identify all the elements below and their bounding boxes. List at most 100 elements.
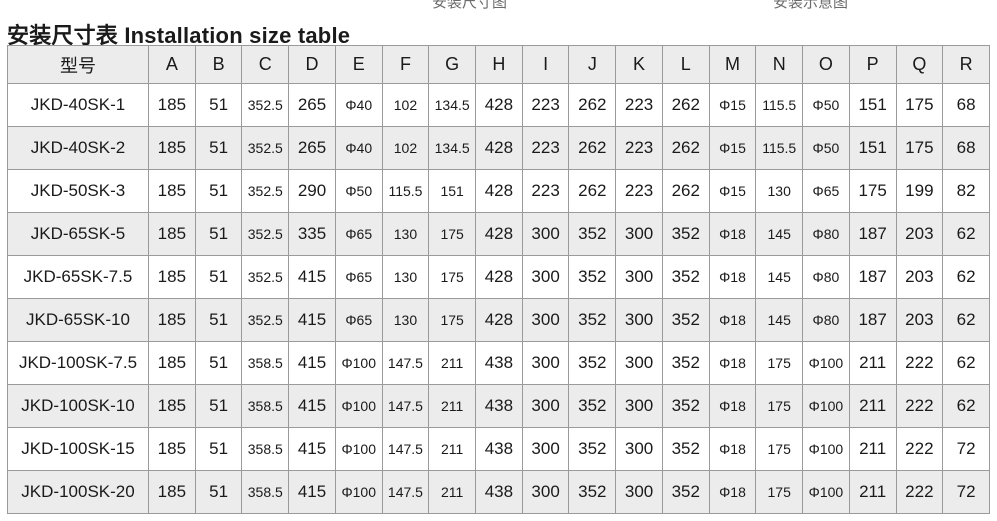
column-header-J: J bbox=[568, 45, 617, 84]
table-cell: 175 bbox=[428, 298, 477, 342]
table-cell: 51 bbox=[194, 212, 243, 256]
table-cell: Φ50 bbox=[802, 126, 850, 170]
table-cell: Φ65 bbox=[334, 212, 383, 256]
table-cell: 175 bbox=[755, 384, 804, 428]
table-cell: 300 bbox=[615, 470, 663, 514]
table-row: JKD-100SK-15 185 51 358.5 415 Φ100 147.5 211 438… bbox=[7, 427, 990, 471]
table-cell: 358.5 bbox=[241, 427, 290, 471]
table-cell: 352.5 bbox=[241, 212, 290, 256]
table-cell: 262 bbox=[661, 126, 710, 170]
table-cell: 211 bbox=[848, 384, 897, 428]
table-cell: 185 bbox=[148, 212, 196, 256]
column-header-L: L bbox=[661, 45, 710, 84]
table-cell: 352 bbox=[568, 427, 617, 471]
table-cell: 222 bbox=[895, 341, 944, 385]
table-cell: 352 bbox=[568, 212, 617, 256]
column-header-D: D bbox=[288, 45, 336, 84]
table-cell: 358.5 bbox=[241, 341, 290, 385]
table-cell: Φ15 bbox=[708, 169, 757, 213]
table-cell: 51 bbox=[194, 255, 243, 299]
column-header-R: R bbox=[942, 45, 990, 84]
table-cell: 175 bbox=[755, 470, 804, 514]
table-cell: 145 bbox=[755, 298, 804, 342]
table-cell: 300 bbox=[521, 470, 570, 514]
table-cell: 151 bbox=[428, 169, 477, 213]
model-cell: JKD-100SK-20 bbox=[7, 470, 149, 514]
table-cell: 352 bbox=[568, 255, 617, 299]
table-cell: 72 bbox=[942, 470, 990, 514]
column-header-M: M bbox=[708, 45, 757, 84]
table-cell: 352 bbox=[661, 212, 710, 256]
table-cell: 300 bbox=[615, 341, 663, 385]
table-cell: 211 bbox=[848, 470, 897, 514]
column-header-H: H bbox=[475, 45, 523, 84]
table-cell: 175 bbox=[755, 427, 804, 471]
table-cell: 211 bbox=[428, 427, 477, 471]
table-cell: Φ100 bbox=[802, 384, 850, 428]
table-cell: 352.5 bbox=[241, 255, 290, 299]
table-cell: 352.5 bbox=[241, 298, 290, 342]
table-cell: 352 bbox=[568, 341, 617, 385]
table-cell: 438 bbox=[475, 384, 523, 428]
table-cell: 51 bbox=[194, 384, 243, 428]
table-cell: 352 bbox=[661, 470, 710, 514]
column-header-G: G bbox=[428, 45, 477, 84]
table-cell: 352 bbox=[661, 255, 710, 299]
table-cell: 223 bbox=[521, 169, 570, 213]
table-cell: 147.5 bbox=[381, 427, 430, 471]
table-cell: 428 bbox=[475, 169, 523, 213]
table-cell: 187 bbox=[848, 255, 897, 299]
table-cell: 300 bbox=[521, 427, 570, 471]
table-cell: 130 bbox=[381, 255, 430, 299]
table-cell: 438 bbox=[475, 470, 523, 514]
table-cell: 185 bbox=[148, 470, 196, 514]
table-row: JKD-40SK-1 185 51 352.5 265 Φ40 102 134.5 428 223… bbox=[7, 83, 990, 127]
table-cell: 415 bbox=[288, 298, 336, 342]
table-cell: 199 bbox=[895, 169, 944, 213]
table-cell: 262 bbox=[568, 169, 617, 213]
table-cell: 102 bbox=[381, 83, 430, 127]
column-header-P: P bbox=[848, 45, 897, 84]
table-cell: Φ65 bbox=[802, 169, 850, 213]
table-cell: 203 bbox=[895, 212, 944, 256]
table-cell: Φ100 bbox=[334, 427, 383, 471]
table-cell: 187 bbox=[848, 298, 897, 342]
table-row: JKD-65SK-10 185 51 352.5 415 Φ65 130 175 428 300 3… bbox=[7, 298, 990, 342]
table-cell: 115.5 bbox=[755, 126, 804, 170]
table-row: JKD-100SK-7.5 185 51 358.5 415 Φ100 147.5 211 43… bbox=[7, 341, 990, 385]
table-cell: 68 bbox=[942, 83, 990, 127]
table-cell: 187 bbox=[848, 212, 897, 256]
model-cell: JKD-100SK-7.5 bbox=[7, 341, 149, 385]
table-cell: 428 bbox=[475, 83, 523, 127]
column-header-K: K bbox=[615, 45, 663, 84]
column-header-model: 型号 bbox=[7, 45, 149, 84]
table-cell: 175 bbox=[428, 212, 477, 256]
table-cell: 352 bbox=[661, 384, 710, 428]
table-cell: 223 bbox=[521, 83, 570, 127]
table-row: JKD-100SK-20 185 51 358.5 415 Φ100 147.5 211 438… bbox=[7, 470, 990, 514]
installation-size-table: 型号 A B C D E F G H I J K L M N O P Q R JKD-40SK-1 185 51 352.… bbox=[7, 45, 990, 514]
table-cell: 51 bbox=[194, 427, 243, 471]
table-cell: Φ18 bbox=[708, 384, 757, 428]
table-cell: 51 bbox=[194, 341, 243, 385]
table-row: JKD-50SK-3 185 51 352.5 290 Φ50 115.5 151 428 223… bbox=[7, 169, 990, 213]
table-cell: 300 bbox=[615, 384, 663, 428]
table-cell: 428 bbox=[475, 126, 523, 170]
table-cell: 415 bbox=[288, 341, 336, 385]
table-cell: Φ18 bbox=[708, 470, 757, 514]
table-cell: 175 bbox=[755, 341, 804, 385]
column-header-E: E bbox=[334, 45, 383, 84]
table-cell: Φ18 bbox=[708, 298, 757, 342]
table-cell: 223 bbox=[615, 169, 663, 213]
table-cell: 203 bbox=[895, 298, 944, 342]
table-cell: 300 bbox=[521, 384, 570, 428]
table-cell: 352 bbox=[568, 298, 617, 342]
table-cell: 211 bbox=[428, 470, 477, 514]
table-cell: 185 bbox=[148, 169, 196, 213]
table-cell: 185 bbox=[148, 427, 196, 471]
table-cell: 352.5 bbox=[241, 169, 290, 213]
table-cell: 222 bbox=[895, 470, 944, 514]
table-cell: 175 bbox=[428, 255, 477, 299]
table-cell: 352 bbox=[568, 470, 617, 514]
table-cell: 68 bbox=[942, 126, 990, 170]
